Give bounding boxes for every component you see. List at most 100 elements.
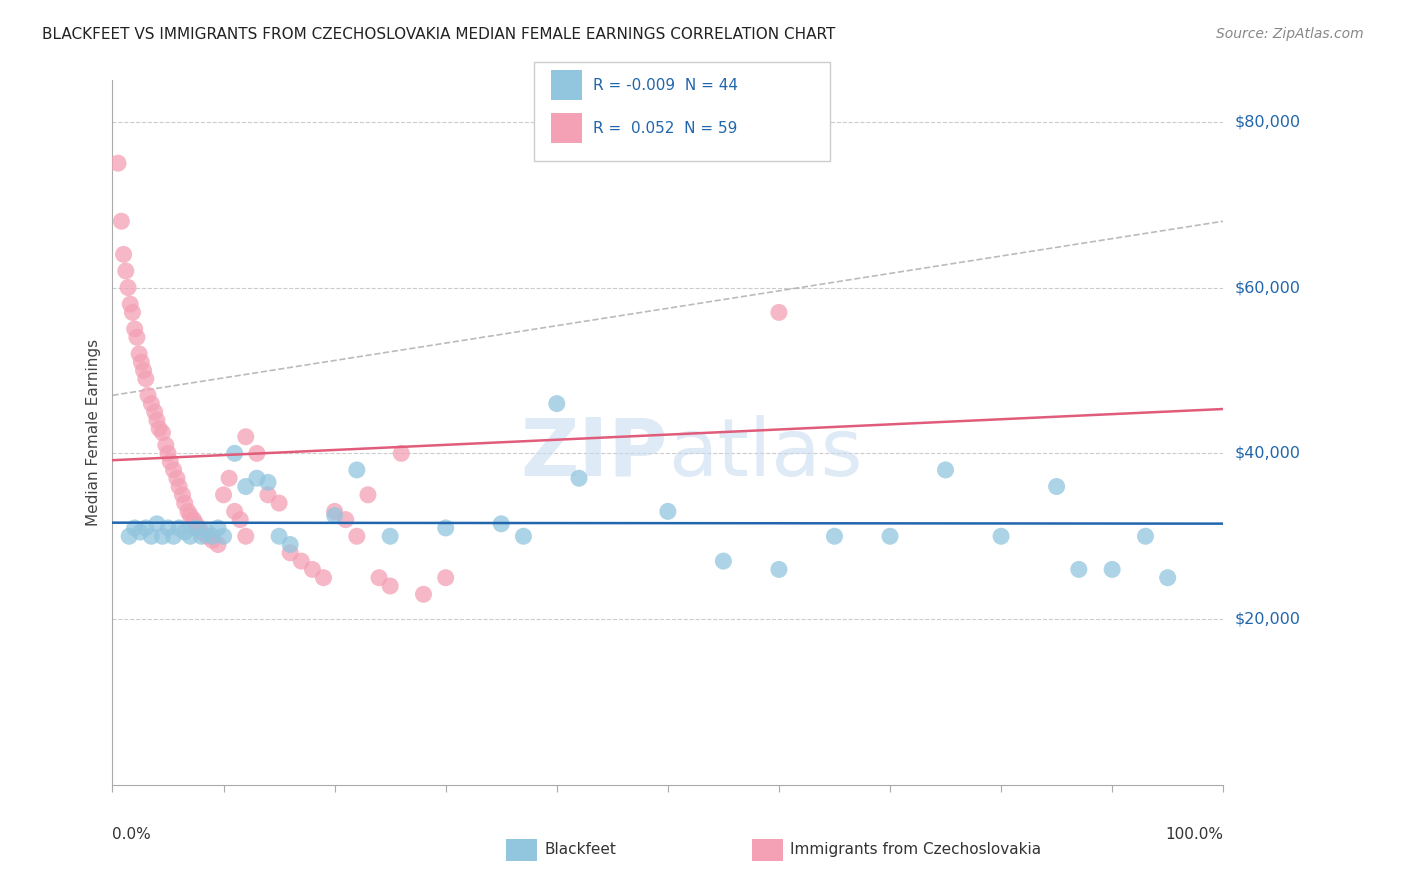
Point (167, 479, 190, 493)
Point (301, 562, 323, 576)
Text: R =  0.052  N = 59: R = 0.052 N = 59 (593, 120, 738, 136)
Point (162, 463, 184, 477)
Point (224, 446, 246, 460)
Point (568, 471, 591, 485)
Point (155, 438, 177, 452)
Point (824, 529, 846, 543)
Text: R = -0.009  N = 44: R = -0.009 N = 44 (593, 78, 738, 93)
Point (512, 529, 534, 543)
Point (166, 471, 188, 485)
Point (246, 446, 269, 460)
Point (121, 305, 143, 319)
Point (190, 529, 212, 543)
Point (290, 554, 312, 568)
Point (157, 521, 180, 535)
Text: $40,000: $40,000 (1234, 446, 1301, 461)
Point (190, 525, 212, 540)
Point (1156, 571, 1178, 585)
Text: $80,000: $80,000 (1234, 114, 1301, 129)
Text: ZIP: ZIP (520, 415, 668, 492)
Point (152, 425, 174, 440)
Point (195, 529, 218, 543)
Point (146, 413, 169, 427)
Point (1101, 562, 1123, 576)
Point (412, 587, 434, 601)
Point (346, 463, 368, 477)
Point (229, 513, 252, 527)
Point (357, 488, 380, 502)
Point (173, 496, 195, 510)
Point (267, 529, 291, 543)
Point (312, 571, 335, 585)
Point (368, 571, 391, 585)
Point (125, 330, 148, 344)
Point (323, 508, 346, 523)
Point (135, 372, 157, 386)
Point (1067, 562, 1090, 576)
Point (1135, 529, 1157, 543)
Point (172, 488, 194, 502)
Point (257, 488, 280, 502)
Point (136, 388, 159, 402)
Point (713, 554, 735, 568)
Point (491, 516, 513, 531)
Point (157, 446, 180, 460)
Point (124, 322, 146, 336)
Point (184, 521, 207, 535)
Point (389, 446, 412, 460)
Point (159, 455, 181, 469)
Point (152, 529, 174, 543)
Point (184, 516, 207, 531)
Point (143, 405, 166, 419)
Point (768, 562, 790, 576)
Text: $60,000: $60,000 (1234, 280, 1301, 295)
Text: BLACKFEET VS IMMIGRANTS FROM CZECHOSLOVAKIA MEDIAN FEMALE EARNINGS CORRELATION C: BLACKFEET VS IMMIGRANTS FROM CZECHOSLOVA… (42, 27, 835, 42)
Text: Immigrants from Czechoslovakia: Immigrants from Czechoslovakia (790, 842, 1042, 857)
Point (224, 504, 246, 518)
Point (257, 475, 280, 490)
Point (657, 504, 679, 518)
Point (879, 529, 901, 543)
Point (218, 471, 240, 485)
Point (246, 471, 269, 485)
Text: Source: ZipAtlas.com: Source: ZipAtlas.com (1216, 27, 1364, 41)
Point (278, 546, 301, 560)
Point (278, 537, 301, 551)
Point (135, 521, 157, 535)
Text: atlas: atlas (668, 415, 862, 492)
Point (120, 297, 142, 311)
Point (212, 529, 235, 543)
Point (128, 347, 150, 361)
Point (124, 521, 146, 535)
Point (380, 579, 402, 593)
Point (177, 504, 200, 518)
Point (235, 430, 257, 444)
Point (990, 529, 1012, 543)
Point (235, 529, 257, 543)
Point (110, 214, 132, 228)
Point (129, 525, 152, 540)
Point (131, 355, 153, 369)
Point (112, 247, 135, 261)
Point (195, 525, 218, 540)
Point (118, 529, 141, 543)
Point (768, 305, 790, 319)
Y-axis label: Median Female Earnings: Median Female Earnings (86, 339, 101, 526)
Point (434, 521, 457, 535)
Point (141, 529, 163, 543)
Point (114, 264, 136, 278)
Point (346, 529, 368, 543)
Point (335, 513, 357, 527)
Text: $20,000: $20,000 (1234, 612, 1301, 627)
Point (117, 280, 139, 294)
Point (1045, 479, 1069, 493)
Point (380, 529, 402, 543)
Point (323, 504, 346, 518)
Point (146, 516, 169, 531)
Text: Blackfeet: Blackfeet (544, 842, 616, 857)
Point (546, 396, 568, 410)
Point (173, 525, 195, 540)
Point (434, 571, 457, 585)
Point (212, 488, 235, 502)
Point (267, 496, 291, 510)
